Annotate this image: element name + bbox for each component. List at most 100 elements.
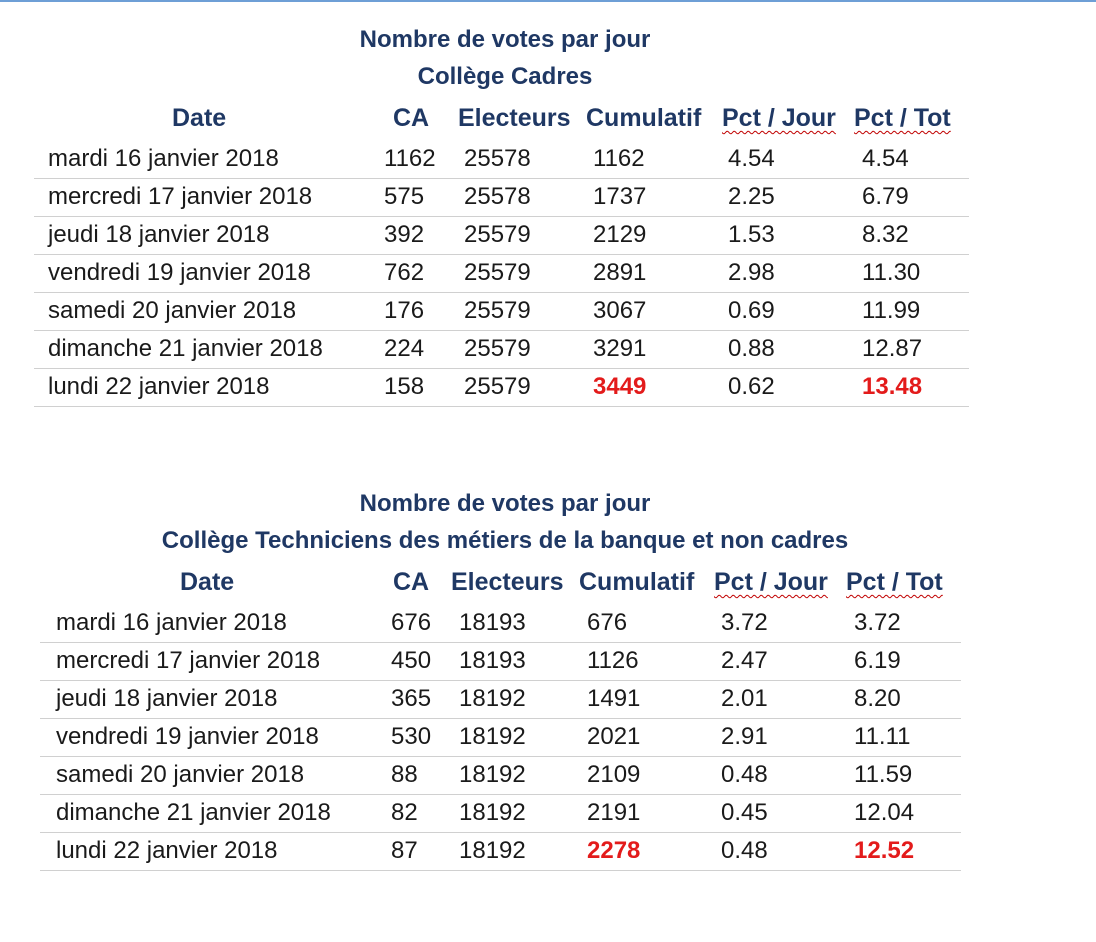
cell-electeurs: 25579 bbox=[464, 297, 531, 324]
cell-date: jeudi 18 janvier 2018 bbox=[48, 221, 270, 248]
cell-pct-jour: 2.25 bbox=[728, 183, 775, 210]
cell-electeurs: 25579 bbox=[464, 221, 531, 248]
table-row: lundi 22 janvier 2018 158 25579 3449 0.62 13.… bbox=[34, 368, 969, 407]
cell-cumulatif: 1162 bbox=[593, 145, 645, 172]
table-row: jeudi 18 janvier 2018 365 18192 1491 2.01 8.2… bbox=[40, 680, 961, 719]
cell-date: samedi 20 janvier 2018 bbox=[48, 297, 297, 324]
cell-date: lundi 22 janvier 2018 bbox=[48, 373, 270, 400]
table-row: vendredi 19 janvier 2018 762 25579 2891 2.98… bbox=[34, 254, 969, 293]
cell-cumulatif: 1491 bbox=[587, 685, 641, 712]
cell-ca: 450 bbox=[391, 647, 432, 674]
cell-electeurs: 18193 bbox=[459, 647, 526, 674]
header-ca: CA bbox=[393, 104, 430, 132]
cell-pct-tot: 13.48 bbox=[862, 373, 923, 400]
cell-pct-jour: 0.48 bbox=[721, 761, 768, 788]
cell-pct-tot: 11.11 bbox=[854, 723, 911, 750]
cell-pct-jour: 2.47 bbox=[721, 647, 768, 674]
cell-electeurs: 25579 bbox=[464, 335, 531, 362]
cell-ca: 1162 bbox=[384, 145, 436, 172]
cell-ca: 530 bbox=[391, 723, 432, 750]
cell-cumulatif: 2278 bbox=[587, 837, 641, 864]
cell-ca: 575 bbox=[384, 183, 425, 210]
cell-ca: 158 bbox=[384, 373, 425, 400]
header-date: Date bbox=[172, 104, 227, 132]
table-row: samedi 20 janvier 2018 176 25579 3067 0.69 11… bbox=[34, 292, 969, 331]
cell-electeurs: 25578 bbox=[464, 183, 531, 210]
table-row: samedi 20 janvier 2018 88 18192 2109 0.48 11.… bbox=[40, 756, 961, 795]
cell-electeurs: 18192 bbox=[459, 837, 526, 864]
cell-cumulatif: 2191 bbox=[587, 799, 641, 826]
cell-date: jeudi 18 janvier 2018 bbox=[56, 685, 278, 712]
cell-cumulatif: 2021 bbox=[587, 723, 641, 750]
cell-cumulatif: 3449 bbox=[593, 373, 647, 400]
cell-date: lundi 22 janvier 2018 bbox=[56, 837, 278, 864]
table-row: dimanche 21 janvier 2018 224 25579 3291 0.88… bbox=[34, 330, 969, 369]
cell-date: mercredi 17 janvier 2018 bbox=[48, 183, 313, 210]
cell-pct-jour: 1.53 bbox=[728, 221, 775, 248]
header-pct-tot: Pct / Tot bbox=[846, 568, 943, 596]
cell-pct-tot: 11.30 bbox=[862, 259, 921, 286]
cell-ca: 365 bbox=[391, 685, 432, 712]
cell-date: samedi 20 janvier 2018 bbox=[56, 761, 305, 788]
cell-ca: 87 bbox=[391, 837, 418, 864]
cell-pct-jour: 0.88 bbox=[728, 335, 775, 362]
cell-cumulatif: 2109 bbox=[587, 761, 641, 788]
cell-date: dimanche 21 janvier 2018 bbox=[56, 799, 331, 826]
cell-pct-tot: 11.99 bbox=[862, 297, 921, 324]
cell-cumulatif: 2891 bbox=[593, 259, 647, 286]
cell-electeurs: 18192 bbox=[459, 761, 526, 788]
table-row: dimanche 21 janvier 2018 82 18192 2191 0.45 1… bbox=[40, 794, 961, 833]
table-title: Nombre de votes par jour bbox=[359, 26, 651, 53]
cell-pct-tot: 12.52 bbox=[854, 837, 915, 864]
cell-date: mardi 16 janvier 2018 bbox=[48, 145, 279, 172]
cell-pct-jour: 4.54 bbox=[728, 145, 775, 172]
cell-electeurs: 18192 bbox=[459, 685, 526, 712]
header-electeurs: Electeurs bbox=[458, 104, 571, 132]
cell-pct-jour: 0.48 bbox=[721, 837, 768, 864]
cell-pct-jour: 0.62 bbox=[728, 373, 775, 400]
cell-pct-jour: 3.72 bbox=[721, 609, 768, 636]
cell-pct-tot: 12.04 bbox=[854, 799, 915, 826]
table-subtitle: Collège Cadres bbox=[417, 63, 593, 90]
table-row: mercredi 17 janvier 2018 575 25578 1737 2.25… bbox=[34, 178, 969, 217]
cell-pct-tot: 6.79 bbox=[862, 183, 909, 210]
header-pct-tot: Pct / Tot bbox=[854, 104, 951, 132]
cell-cumulatif: 1126 bbox=[587, 647, 639, 674]
cell-electeurs: 18193 bbox=[459, 609, 526, 636]
header-cumulatif: Cumulatif bbox=[579, 568, 695, 596]
cell-pct-jour: 0.45 bbox=[721, 799, 768, 826]
cell-electeurs: 25579 bbox=[464, 259, 531, 286]
cell-electeurs: 25579 bbox=[464, 373, 531, 400]
cell-date: vendredi 19 janvier 2018 bbox=[48, 259, 311, 286]
cell-ca: 176 bbox=[384, 297, 425, 324]
table-row: mardi 16 janvier 2018 676 18193 676 3.72 3.72 bbox=[40, 604, 961, 643]
cell-electeurs: 18192 bbox=[459, 799, 526, 826]
cell-ca: 762 bbox=[384, 259, 425, 286]
header-ca: CA bbox=[393, 568, 430, 596]
table-row: jeudi 18 janvier 2018 392 25579 2129 1.53 8.3… bbox=[34, 216, 969, 255]
cell-ca: 82 bbox=[391, 799, 418, 826]
table-row: vendredi 19 janvier 2018 530 18192 2021 2.91… bbox=[40, 718, 961, 757]
cell-pct-jour: 2.91 bbox=[721, 723, 768, 750]
cell-date: mardi 16 janvier 2018 bbox=[56, 609, 287, 636]
cell-pct-tot: 8.20 bbox=[854, 685, 901, 712]
cell-date: dimanche 21 janvier 2018 bbox=[48, 335, 323, 362]
cell-cumulatif: 2129 bbox=[593, 221, 647, 248]
cell-electeurs: 18192 bbox=[459, 723, 526, 750]
cell-cumulatif: 3291 bbox=[593, 335, 647, 362]
table-subtitle: Collège Techniciens des métiers de la ba… bbox=[161, 527, 849, 554]
header-pct-jour: Pct / Jour bbox=[722, 104, 836, 132]
header-cumulatif: Cumulatif bbox=[586, 104, 702, 132]
cell-ca: 676 bbox=[391, 609, 432, 636]
cell-pct-tot: 11.59 bbox=[854, 761, 913, 788]
cell-pct-tot: 4.54 bbox=[862, 145, 909, 172]
header-electeurs: Electeurs bbox=[451, 568, 564, 596]
cell-electeurs: 25578 bbox=[464, 145, 531, 172]
cell-pct-tot: 12.87 bbox=[862, 335, 923, 362]
header-pct-jour: Pct / Jour bbox=[714, 568, 828, 596]
top-border-line bbox=[0, 0, 1096, 2]
cell-pct-jour: 2.98 bbox=[728, 259, 775, 286]
cell-ca: 392 bbox=[384, 221, 425, 248]
table-row: mercredi 17 janvier 2018 450 18193 1126 2.47… bbox=[40, 642, 961, 681]
cell-ca: 88 bbox=[391, 761, 418, 788]
